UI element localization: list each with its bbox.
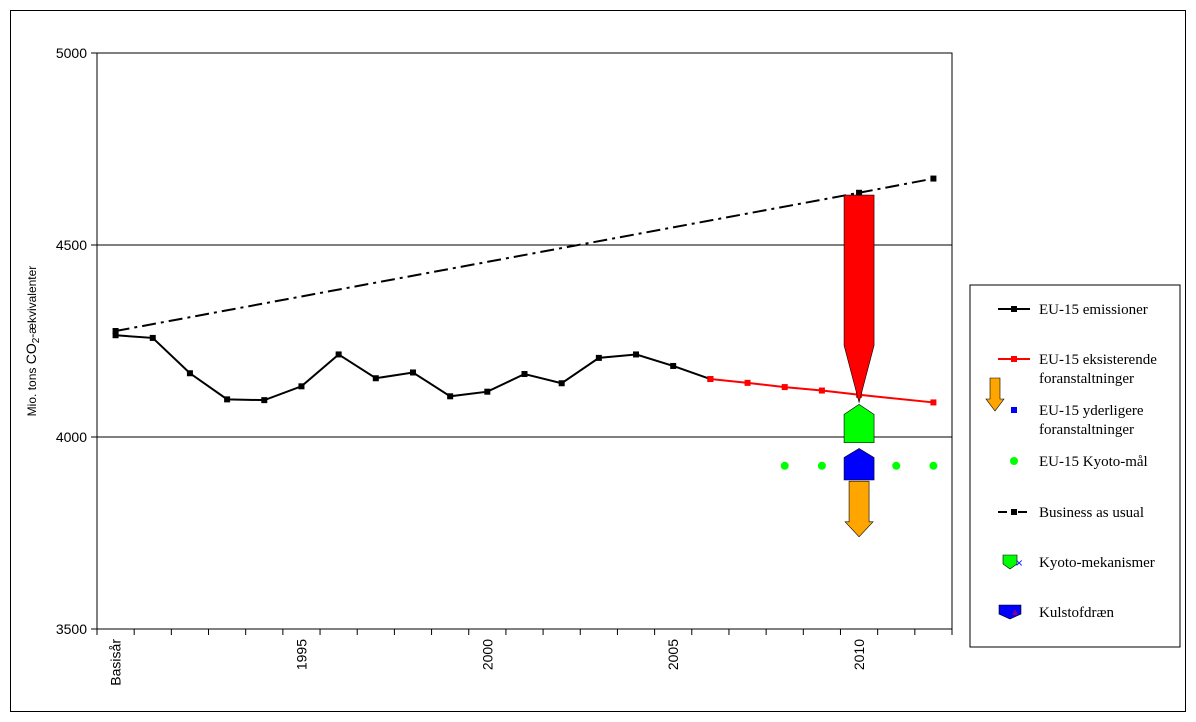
annotation-pentagon-down-2 xyxy=(843,448,875,481)
y-tick-label-3500: 3500 xyxy=(56,621,87,637)
legend-marker-1 xyxy=(1011,356,1017,362)
axes xyxy=(91,52,953,635)
series-0-point-0 xyxy=(112,332,119,339)
legend-item-4: Business as usual xyxy=(998,505,1144,521)
series-4-point-1 xyxy=(856,189,863,196)
legend-item-6: Kulstofdræn xyxy=(998,604,1115,621)
legend-item-0: EU-15 emissioner xyxy=(998,302,1148,318)
annotation-down-arrow-3 xyxy=(844,480,874,538)
series-0-point-2 xyxy=(186,370,193,377)
x-tick-label-3: 2005 xyxy=(665,639,681,670)
y-axis-label: Mio. tons CO2-ækvivalenter xyxy=(23,266,42,417)
y-tick-labels: 3500 4000 4500 5000 xyxy=(56,45,87,637)
series-0-point-6 xyxy=(335,351,342,358)
series-3-point-4 xyxy=(929,461,938,470)
legend-label-6: Kulstofdræn xyxy=(1039,605,1115,621)
series-0-point-11 xyxy=(521,371,528,378)
legend-marker-0 xyxy=(1011,306,1017,312)
legend-box xyxy=(969,284,1181,648)
legend-label-3: EU-15 Kyoto-mål xyxy=(1039,454,1148,470)
series-1-point-5 xyxy=(930,399,937,406)
annotation-pentagon-up-1 xyxy=(843,403,875,444)
series-0-point-9 xyxy=(447,393,454,400)
series-1-point-0 xyxy=(707,376,714,383)
x-tick-label-4: 2010 xyxy=(851,639,867,670)
legend-item-2: EU-15 yderligere foranstaltninger xyxy=(1011,403,1144,438)
series-0-point-8 xyxy=(409,369,416,376)
series-3-point-3 xyxy=(892,461,901,470)
series-0-point-7 xyxy=(372,375,379,382)
series-line-1 xyxy=(710,378,934,404)
legend-label-1: EU-15 eksisterende foranstaltninger xyxy=(1039,352,1157,387)
legend-label-2: EU-15 yderligere foranstaltninger xyxy=(1039,403,1144,438)
series-0-point-13 xyxy=(595,354,602,361)
legend-item-3: EU-15 Kyoto-mål xyxy=(1010,454,1148,470)
legend: EU-15 emissioner EU-15 eksisterende forans… xyxy=(969,284,1181,648)
legend-label-0: EU-15 emissioner xyxy=(1039,302,1148,318)
legend-label-4: Business as usual xyxy=(1039,505,1144,521)
x-tick-label-0: Basisår xyxy=(108,639,124,686)
series-0-point-4 xyxy=(261,397,268,404)
series-0-point-10 xyxy=(484,388,491,395)
series-0-point-5 xyxy=(298,383,305,390)
series-1-point-2 xyxy=(781,384,788,391)
series-1-point-3 xyxy=(818,387,825,394)
series-0-point-3 xyxy=(224,396,231,403)
series-4-point-2 xyxy=(930,175,937,182)
legend-marker-3 xyxy=(1010,457,1018,465)
annotation-down-arrow-0 xyxy=(843,194,875,404)
plot-area-border xyxy=(96,52,953,630)
y-tick-label-4500: 4500 xyxy=(56,237,87,253)
legend-marker-2 xyxy=(1011,407,1017,413)
legend-orange-arrow xyxy=(985,377,1005,412)
series-4-point-0 xyxy=(112,328,119,335)
series-0-point-15 xyxy=(670,362,677,369)
x-tick-label-1: 1995 xyxy=(293,639,309,670)
legend-item-5: × Kyoto-mekanismer xyxy=(1002,554,1155,571)
series-3-point-1 xyxy=(817,461,826,470)
annotations xyxy=(843,194,875,538)
grid-lines xyxy=(97,244,952,438)
legend-marker-6 xyxy=(1012,609,1018,615)
legend-marker-4 xyxy=(1011,509,1017,515)
legend-marker-5: × xyxy=(1015,558,1023,569)
x-tick-labels: Basisår 1995 2000 2005 2010 xyxy=(108,639,867,686)
y-tick-label-5000: 5000 xyxy=(56,45,87,61)
series-3-point-0 xyxy=(780,461,789,470)
series-0-point-12 xyxy=(558,380,565,387)
legend-label-5: Kyoto-mekanismer xyxy=(1039,555,1155,571)
legend-pentagon-5 xyxy=(1002,554,1018,570)
legend-pentagon-6 xyxy=(998,604,1022,620)
x-tick-label-2: 2000 xyxy=(479,639,495,670)
series-1-point-1 xyxy=(744,379,751,386)
y-tick-label-4000: 4000 xyxy=(56,429,87,445)
series-0-point-1 xyxy=(149,334,156,341)
series-0-point-14 xyxy=(633,351,640,358)
legend-item-1: EU-15 eksisterende foranstaltninger xyxy=(998,352,1157,387)
